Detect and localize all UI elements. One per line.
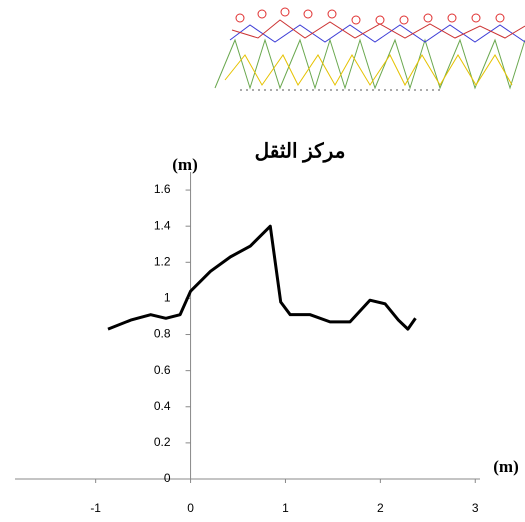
- head: [471, 13, 481, 23]
- head: [351, 15, 361, 25]
- figure-shins: [224, 54, 513, 87]
- head: [447, 13, 457, 23]
- y-tick-label: 0.2: [154, 435, 171, 449]
- x-axis-label: (m): [493, 457, 518, 476]
- figure-torso: [229, 24, 525, 43]
- head: [423, 13, 433, 23]
- y-tick-label: 1.6: [154, 182, 171, 196]
- head: [257, 9, 267, 19]
- x-tick-label: 3: [472, 501, 479, 515]
- y-tick-label: 0.4: [154, 399, 171, 413]
- head: [399, 15, 409, 25]
- x-tick-label: -1: [90, 501, 101, 515]
- x-tick-label: 0: [187, 501, 194, 515]
- head: [235, 13, 245, 23]
- figure-heads: [235, 7, 505, 25]
- x-tick-label: 2: [377, 501, 384, 515]
- y-tick-label: 0.6: [154, 363, 171, 377]
- head: [495, 13, 505, 23]
- y-tick-label: 0.8: [154, 327, 171, 341]
- data-line: [107, 224, 417, 331]
- y-tick-label: 1: [164, 291, 171, 305]
- stick-figure-image: [214, 7, 525, 91]
- head: [375, 15, 385, 25]
- head: [280, 7, 290, 17]
- x-tick-label: 1: [282, 501, 289, 515]
- head: [327, 9, 337, 19]
- y-tick-label: 1.4: [154, 218, 171, 232]
- y-tick-label: 1.2: [154, 254, 171, 268]
- figure-arms: [231, 19, 525, 39]
- y-tick-label: 0: [164, 471, 171, 485]
- chart-title: مركز الثقل: [255, 140, 346, 163]
- y-axis-label: (m): [172, 155, 197, 174]
- head: [303, 9, 313, 19]
